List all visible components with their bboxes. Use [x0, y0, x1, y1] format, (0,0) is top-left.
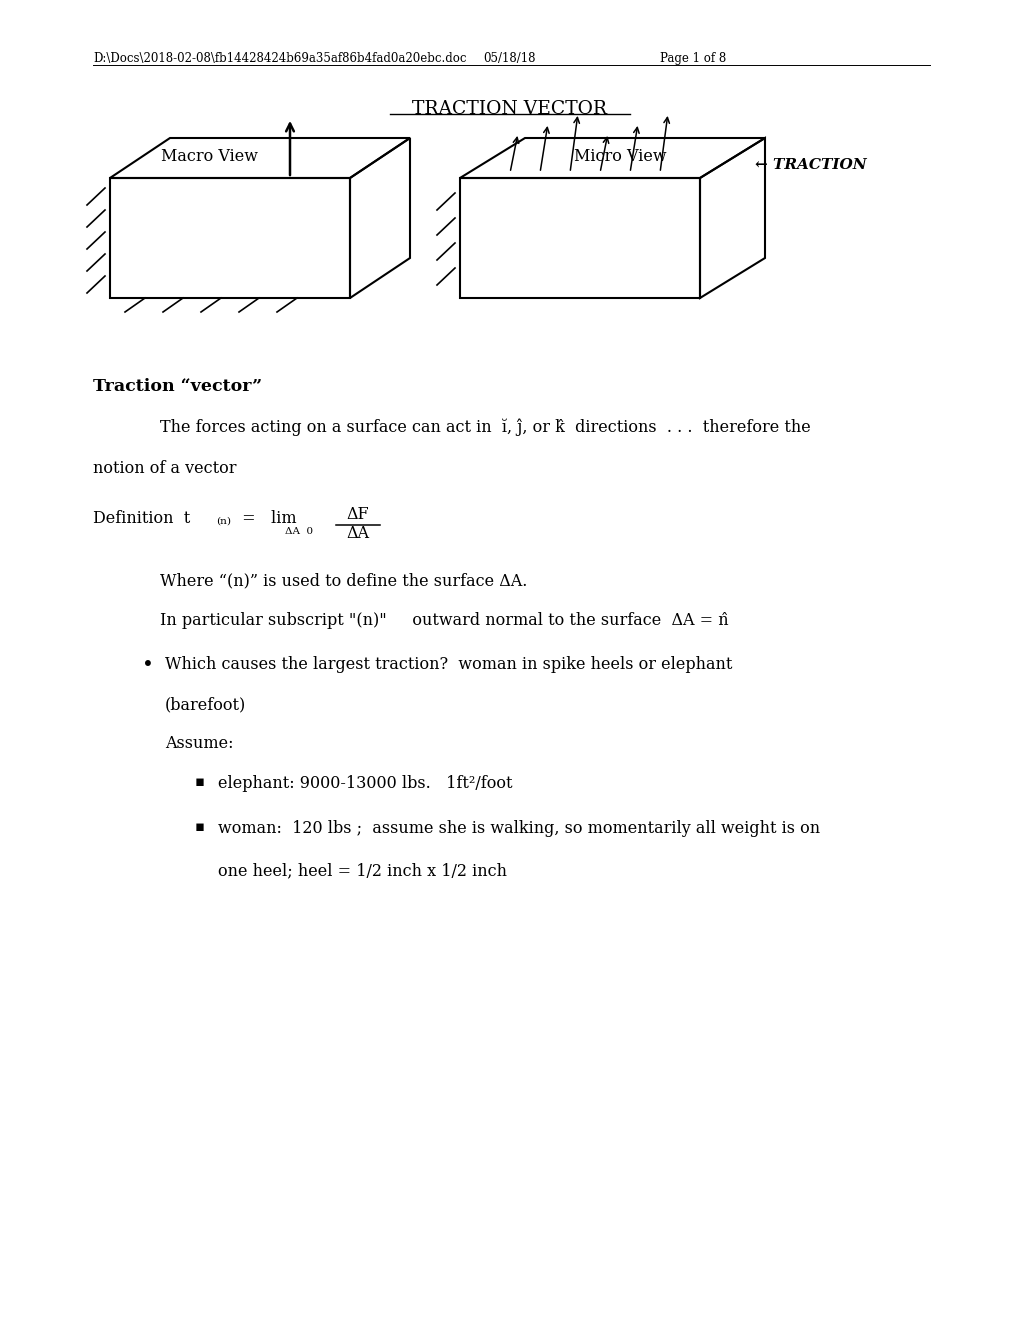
Text: ← TRACTION: ← TRACTION [754, 158, 866, 172]
Text: ΔA  0: ΔA 0 [284, 527, 313, 536]
Text: (barefoot): (barefoot) [165, 696, 246, 713]
Text: Micro View: Micro View [573, 148, 665, 165]
Text: Page 1 of 8: Page 1 of 8 [659, 51, 726, 65]
Text: Macro View: Macro View [161, 148, 258, 165]
Text: woman:  120 lbs ;  assume she is walking, so momentarily all weight is on: woman: 120 lbs ; assume she is walking, … [218, 820, 819, 837]
Text: ▪: ▪ [195, 775, 205, 789]
Text: (n): (n) [216, 517, 230, 525]
Text: notion of a vector: notion of a vector [93, 459, 236, 477]
Text: •: • [142, 656, 154, 675]
Text: Where “(n)” is used to define the surface ΔA.: Where “(n)” is used to define the surfac… [160, 572, 527, 589]
Text: Which causes the largest traction?  woman in spike heels or elephant: Which causes the largest traction? woman… [165, 656, 732, 673]
Text: In particular subscript "(n)"     outward normal to the surface  ΔA = n̂: In particular subscript "(n)" outward no… [160, 612, 728, 630]
Text: D:\Docs\2018-02-08\fb14428424b69a35af86b4fad0a20ebc.doc: D:\Docs\2018-02-08\fb14428424b69a35af86b… [93, 51, 466, 65]
Text: 05/18/18: 05/18/18 [483, 51, 536, 65]
Text: TRACTION VECTOR: TRACTION VECTOR [412, 100, 607, 117]
Text: one heel; heel = 1/2 inch x 1/2 inch: one heel; heel = 1/2 inch x 1/2 inch [218, 862, 506, 879]
Text: ΔA: ΔA [346, 525, 369, 543]
Text: ΔF: ΔF [346, 506, 369, 523]
Text: elephant: 9000-13000 lbs.   1ft²/foot: elephant: 9000-13000 lbs. 1ft²/foot [218, 775, 512, 792]
Text: ▪: ▪ [195, 820, 205, 834]
Text: =   lim: = lim [236, 510, 297, 527]
Text: Definition  t: Definition t [93, 510, 191, 527]
Text: The forces acting on a surface can act in  ĭ, ĵ, or k̂  directions  . . .  there: The forces acting on a surface can act i… [160, 418, 810, 436]
Text: Traction “vector”: Traction “vector” [93, 378, 262, 395]
Text: Assume:: Assume: [165, 735, 233, 752]
